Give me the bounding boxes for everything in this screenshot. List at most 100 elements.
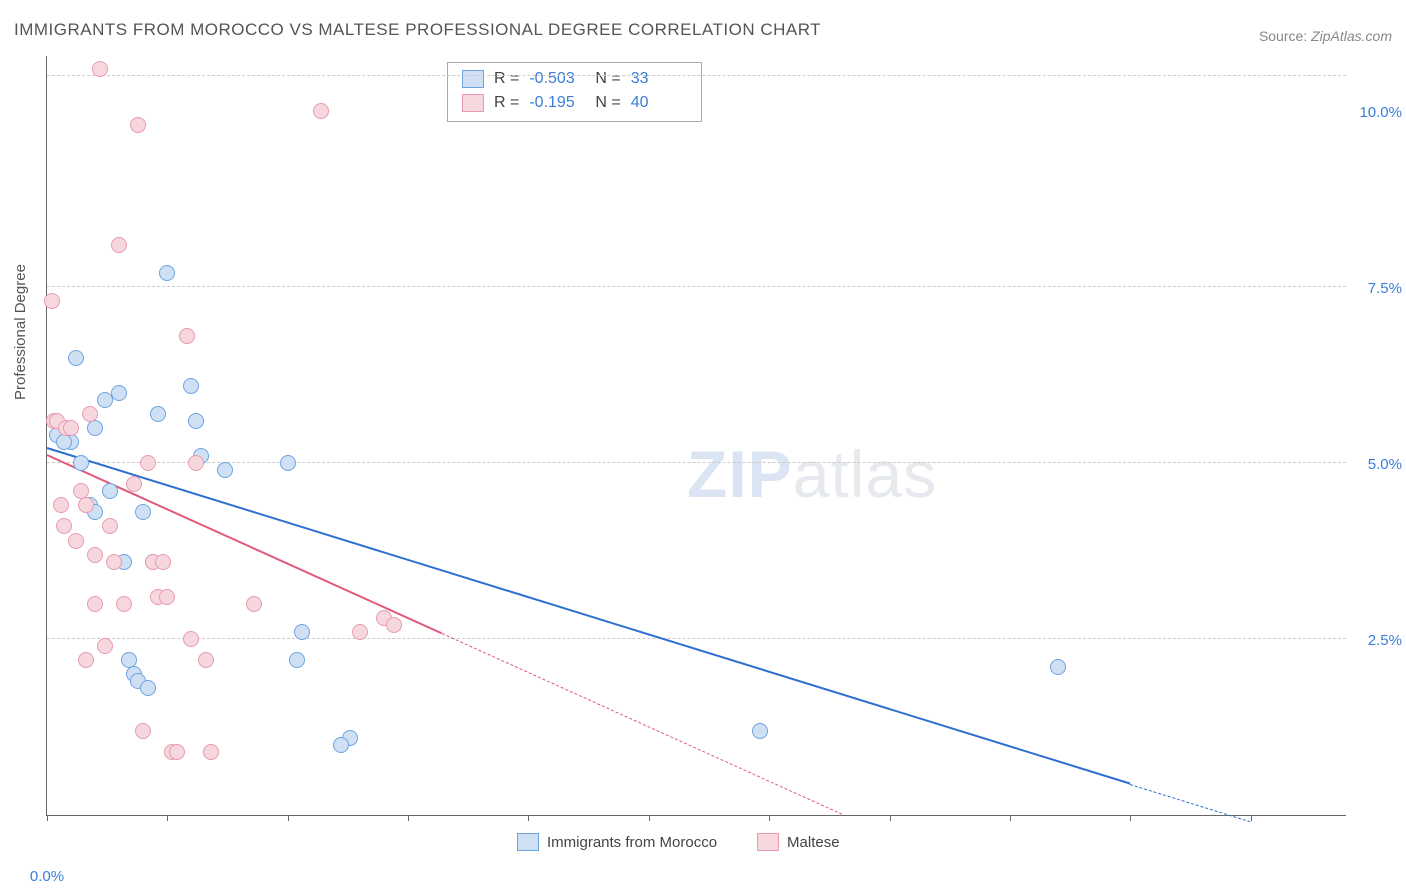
gridline [47,638,1346,639]
data-point-maltese [179,328,195,344]
x-tick-mark [528,815,529,821]
x-tick-label: 0.0% [30,868,64,885]
gridline [47,462,1346,463]
data-point-morocco [289,652,305,668]
data-point-maltese [126,476,142,492]
swatch-morocco [517,833,539,851]
data-point-morocco [150,406,166,422]
n-label: N = [595,91,620,115]
data-point-maltese [102,518,118,534]
r-label: R = [494,91,519,115]
data-point-maltese [53,497,69,513]
data-point-maltese [78,652,94,668]
r-value: -0.195 [529,91,585,115]
trend-line [47,447,1131,785]
r-label: R = [494,67,519,91]
x-tick-mark [1010,815,1011,821]
chart-title: IMMIGRANTS FROM MOROCCO VS MALTESE PROFE… [14,20,821,40]
n-value: 40 [631,91,687,115]
legend-row-maltese: R = -0.195 N = 40 [462,91,687,115]
n-value: 33 [631,67,687,91]
data-point-morocco [333,737,349,753]
x-tick-mark [1130,815,1131,821]
swatch-maltese [462,94,484,112]
data-point-maltese [56,518,72,534]
data-point-maltese [63,420,79,436]
data-point-maltese [106,554,122,570]
data-point-maltese [82,406,98,422]
watermark-atlas: atlas [793,437,937,511]
legend-label: Immigrants from Morocco [547,834,717,851]
data-point-maltese [386,617,402,633]
legend-item-maltese: Maltese [757,833,840,851]
data-point-maltese [198,652,214,668]
x-tick-mark [1251,815,1252,821]
data-point-morocco [280,455,296,471]
data-point-morocco [87,420,103,436]
data-point-maltese [313,103,329,119]
x-tick-mark [167,815,168,821]
data-point-maltese [159,589,175,605]
data-point-maltese [97,638,113,654]
trend-line-extrapolated [1130,784,1251,822]
source-label: Source: [1259,28,1311,44]
data-point-morocco [140,680,156,696]
legend-correlation-box: R = -0.503 N = 33 R = -0.195 N = 40 [447,62,702,122]
data-point-maltese [352,624,368,640]
data-point-maltese [68,533,84,549]
data-point-maltese [92,61,108,77]
x-tick-mark [649,815,650,821]
x-tick-mark [408,815,409,821]
legend-series: Immigrants from Morocco Maltese [517,833,840,851]
data-point-morocco [752,723,768,739]
x-tick-mark [769,815,770,821]
data-point-maltese [87,596,103,612]
r-value: -0.503 [529,67,585,91]
y-tick-label: 2.5% [1352,632,1402,649]
data-point-maltese [203,744,219,760]
data-point-morocco [68,350,84,366]
data-point-morocco [217,462,233,478]
x-tick-mark [890,815,891,821]
legend-item-morocco: Immigrants from Morocco [517,833,717,851]
trend-line-extrapolated [442,634,842,815]
data-point-maltese [116,596,132,612]
x-tick-mark [288,815,289,821]
data-point-morocco [135,504,151,520]
y-tick-label: 5.0% [1352,456,1402,473]
data-point-morocco [183,378,199,394]
data-point-maltese [87,547,103,563]
data-point-morocco [294,624,310,640]
data-point-morocco [102,483,118,499]
scatter-plot-area: ZIPatlas R =-0.503N =33R =-0.195N =40 Im… [46,56,1346,816]
gridline [47,75,1346,76]
watermark-zip: ZIP [687,437,793,511]
gridline [47,286,1346,287]
data-point-maltese [140,455,156,471]
data-point-maltese [169,744,185,760]
y-axis-label: Professional Degree [12,264,29,400]
x-tick-mark [47,815,48,821]
n-label: N = [595,67,620,91]
data-point-maltese [111,237,127,253]
data-point-morocco [111,385,127,401]
data-point-maltese [44,293,60,309]
swatch-morocco [462,70,484,88]
data-point-maltese [135,723,151,739]
y-tick-label: 10.0% [1352,104,1402,121]
watermark: ZIPatlas [687,436,937,512]
legend-row-morocco: R = -0.503 N = 33 [462,67,687,91]
data-point-maltese [188,455,204,471]
data-point-morocco [73,455,89,471]
data-point-maltese [183,631,199,647]
trend-line [47,454,443,634]
y-tick-label: 7.5% [1352,280,1402,297]
legend-label: Maltese [787,834,840,851]
swatch-maltese [757,833,779,851]
source-value: ZipAtlas.com [1311,28,1392,44]
data-point-maltese [78,497,94,513]
data-point-morocco [56,434,72,450]
data-point-morocco [159,265,175,281]
data-point-maltese [155,554,171,570]
data-point-maltese [130,117,146,133]
